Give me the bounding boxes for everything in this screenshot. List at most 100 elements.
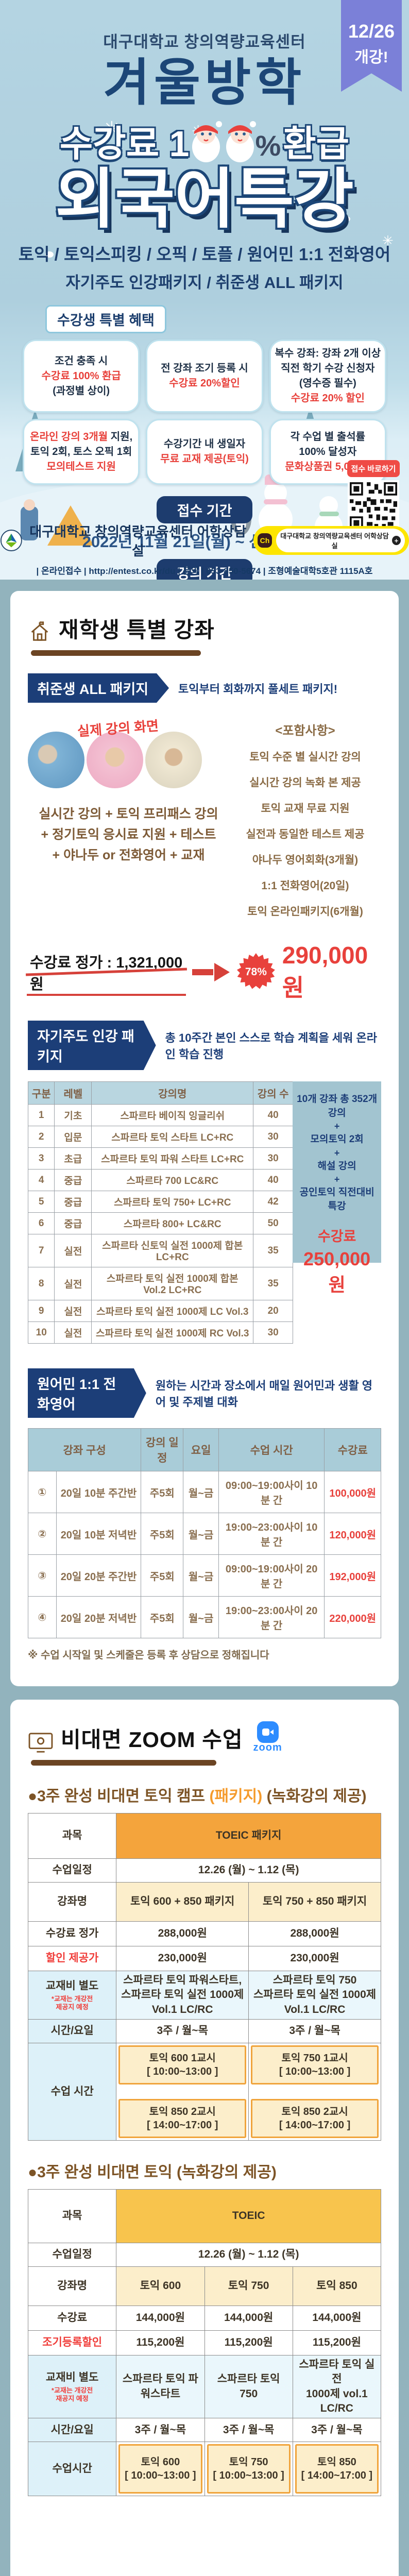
- subject-cell: TOEIC: [116, 2189, 381, 2244]
- table-cell: 09:00~19:00사이 10분 간: [218, 1471, 325, 1513]
- includes-list: 토익 수준 별 실시간 강의 실시간 강의 녹화 본 제공 토익 교재 무료 지원 실…: [229, 743, 381, 924]
- row-label: 강좌명: [27, 1882, 117, 1922]
- table-row: ④ 20일 20분 저녁반 주5회 월~금 19:00~23:00사이 20분 간 220…: [28, 1596, 381, 1638]
- table-cell: 20일 20분 저녁반: [56, 1596, 142, 1638]
- table-cell: 50: [253, 1212, 294, 1234]
- zoom-logo: zoom: [253, 1721, 282, 1754]
- table-row: 수업 시간 토익 600 1교시[ 10:00~13:00 ] 토익 850 2교시…: [27, 2043, 381, 2141]
- table-cell: 120,000원: [324, 1513, 381, 1555]
- column-header: 수업 시간: [218, 1428, 325, 1471]
- table-cell: 월~금: [183, 1471, 219, 1513]
- phone-english-tagline: 원하는 시간과 장소에서 매일 원어민과 생활 영어 및 주제별 대화: [155, 1379, 373, 1409]
- qr-area: 접수 바로하기: [347, 460, 400, 532]
- table-cell: 스파르타 토익 실전 1000제 RC Vol.3: [91, 1321, 254, 1344]
- table-cell: 주5회: [141, 1471, 184, 1513]
- arrow-shaft: [192, 969, 213, 975]
- table-row: 수업일정 12.26 (월) ~ 1.12 (목): [27, 1858, 381, 1883]
- table-row: ② 20일 10분 저녁반 주5회 월~금 19:00~23:00사이 10분 간 120…: [28, 1513, 381, 1555]
- table-cell: 3주 / 월~목: [116, 2418, 205, 2443]
- arrow-right-icon: [214, 963, 230, 981]
- row-label: 수업시간: [27, 2442, 117, 2497]
- table-cell: 230,000원: [248, 1946, 381, 1971]
- table-cell: 115,200원: [116, 2330, 205, 2356]
- table-cell: 144,000원: [292, 2306, 382, 2331]
- table-cell: 19:00~23:00사이 10분 간: [218, 1513, 325, 1555]
- benefit-line: (영수증 필수): [299, 378, 356, 389]
- table-cell: 230,000원: [116, 1946, 249, 1971]
- table-cell: 스파르타 토익 750: [204, 2355, 293, 2419]
- self-study-table: 구분 레벨 강의명 강의 수 1 기초 스파르타 베이직 잉글리쉬 40 2 입문 스파르타 토익 …: [27, 1081, 294, 1344]
- benefit-line: 각 수업 별 출석률: [290, 431, 366, 443]
- ribbon-date: 12/26: [348, 21, 395, 42]
- table-row: 수업시간 토익 600[ 10:00~13:00 ] 토익 750[ 10:00~1…: [27, 2442, 382, 2497]
- table-cell: 3주 / 월~목: [292, 2418, 382, 2443]
- includes-box: <포함사항> 토익 수준 별 실시간 강의 실시간 강의 녹화 본 제공 토익 교재…: [229, 718, 381, 924]
- row-label: 과목: [27, 1813, 117, 1859]
- snowflake-icon: ✳: [103, 118, 121, 141]
- benefit-line: 토익 2회, 토스 오픽 1회: [30, 446, 132, 457]
- kakao-channel-button[interactable]: Ch 대구대학교 창의역량교육센터 어학상담실 +: [253, 526, 409, 555]
- apply-now-button[interactable]: 접수 바로하기: [347, 460, 400, 477]
- apply-period-pill: 접수 기간: [156, 496, 253, 524]
- includes-item: 야나두 영어회화(3개월): [252, 854, 359, 866]
- table-row: ③ 20일 20분 주간반 주5회 월~금 09:00~19:00사이 20분 간 192…: [28, 1554, 381, 1597]
- course-table: 과목 TOEIC 수업일정 12.26 (월) ~ 1.12 (목) 강좌명 토익 600…: [27, 2189, 382, 2497]
- table-row: 수업일정 12.26 (월) ~ 1.12 (목): [27, 2243, 381, 2267]
- table-cell: 20일 10분 저녁반: [56, 1513, 142, 1555]
- row-label: 교재비 별도 *교재는 개강전 제공지 예정: [27, 1970, 117, 2020]
- organization-name: 대구대학교 창의역량교육센터: [103, 33, 306, 51]
- table-cell: 실전: [54, 1300, 92, 1322]
- table-cell: 스파르타 800+ LC&RC: [91, 1212, 254, 1234]
- includes-item: 실시간 강의 녹화 본 제공: [249, 777, 361, 789]
- self-package-panel: 10개 강좌 총 352개 강의 + 모의토익 2회 + 해설 강의 + 공인토익 직전대비…: [293, 1081, 381, 1295]
- time-cell: 토익 750 1교시[ 10:00~13:00 ] 토익 850 2교시[ 14:…: [248, 2043, 381, 2141]
- table-row: 3 초급 스파르타 토익 파워 스타트 LC+RC 30: [27, 1147, 294, 1170]
- phone-english-table: 강좌 구성 강의 일정 요일 수업 시간 수강료 ① 20일 10분 주간반 주5회 월~금 09…: [27, 1428, 381, 1638]
- table-cell: 토익 600: [116, 2266, 205, 2307]
- benefit-card: 복수 강좌: 강좌 2개 이상 직전 학기 수강 신청자 (영수증 필수) 수강료 2…: [269, 340, 386, 413]
- table-cell: 30: [253, 1147, 294, 1170]
- all-package-left: 실제 강의 화면 실시간 강의 + 토익 프리패스 강의 + 정기토익 응시료 …: [28, 718, 229, 924]
- table-cell: 스파르타 토익 실전 1000제 LC Vol.3: [91, 1300, 254, 1322]
- column-header: 구분: [27, 1081, 55, 1105]
- brush-underline: [31, 1760, 216, 1766]
- table-row: 할인 제공가 230,000원 230,000원: [27, 1946, 381, 1971]
- table-cell: ③: [28, 1554, 57, 1597]
- time-box: 토익 750 1교시[ 10:00~13:00 ]: [251, 2045, 379, 2085]
- includes-item: 실전과 동일한 테스트 제공: [246, 828, 365, 840]
- table-cell: 스파르타 베이직 잉글리쉬: [91, 1104, 254, 1126]
- brush-underline: [31, 650, 201, 656]
- subjects-line-1: 토익 / 토익스피킹 / 오픽 / 토플 / 원어민 1:1 전화영어: [18, 245, 391, 264]
- table-cell: 주5회: [141, 1513, 184, 1555]
- table-row: 10 실전 스파르타 토익 실전 1000제 RC Vol.3 30: [27, 1321, 294, 1344]
- table-cell: 중급: [54, 1212, 92, 1234]
- table-cell: 월~금: [183, 1554, 219, 1597]
- table-cell: 중급: [54, 1169, 92, 1191]
- row-label: 강좌명: [27, 2266, 117, 2307]
- plus-icon: +: [391, 536, 401, 545]
- column-header: 강좌 구성: [27, 1428, 142, 1471]
- table-cell: 3주 / 월~목: [248, 2019, 381, 2044]
- table-cell: 40: [253, 1104, 294, 1126]
- qr-code[interactable]: [348, 480, 399, 532]
- table-cell: 스파르타 토익 실전 1000제 합본 Vol.2 LC+RC: [91, 1267, 254, 1300]
- kakao-channel-label: 대구대학교 창의역량교육센터 어학상담실: [280, 532, 389, 550]
- snow-dot: [45, 251, 54, 258]
- includes-item: 토익 수준 별 실시간 강의: [249, 751, 361, 763]
- row-label: 시간/요일: [27, 2019, 117, 2044]
- santa-icon: [226, 121, 257, 162]
- original-price: 수강료 정가 : 1,321,000원: [26, 951, 186, 996]
- monitor-icon: [28, 1733, 53, 1753]
- table-row: 시간/요일 3주 / 월~목 3주 / 월~목: [27, 2019, 381, 2044]
- package-description: 실시간 강의 + 토익 프리패스 강의 + 정기토익 응시료 지원 + 테스트 …: [39, 807, 218, 862]
- time-spacer: [251, 2084, 379, 2099]
- table-cell: 3주 / 월~목: [116, 2019, 249, 2044]
- table-cell: 12.26 (월) ~ 1.12 (목): [116, 1858, 381, 1883]
- panel-line: 공인토익 직전대비 특강: [299, 1187, 374, 1212]
- benefits-label: 수강생 특별 혜택: [45, 305, 166, 334]
- table-cell: 스파르타 토익 스타트 LC+RC: [91, 1126, 254, 1148]
- zoom-courses-card: 비대면 ZOOM 수업 zoom ●3주 완성 비대면 토익 캠프 (패키지) …: [10, 1700, 399, 2576]
- table-row: 6 중급 스파르타 800+ LC&RC 50: [27, 1212, 294, 1234]
- kakao-ch-icon: Ch: [257, 533, 272, 548]
- benefit-line: 모의테스트 지원: [46, 461, 116, 472]
